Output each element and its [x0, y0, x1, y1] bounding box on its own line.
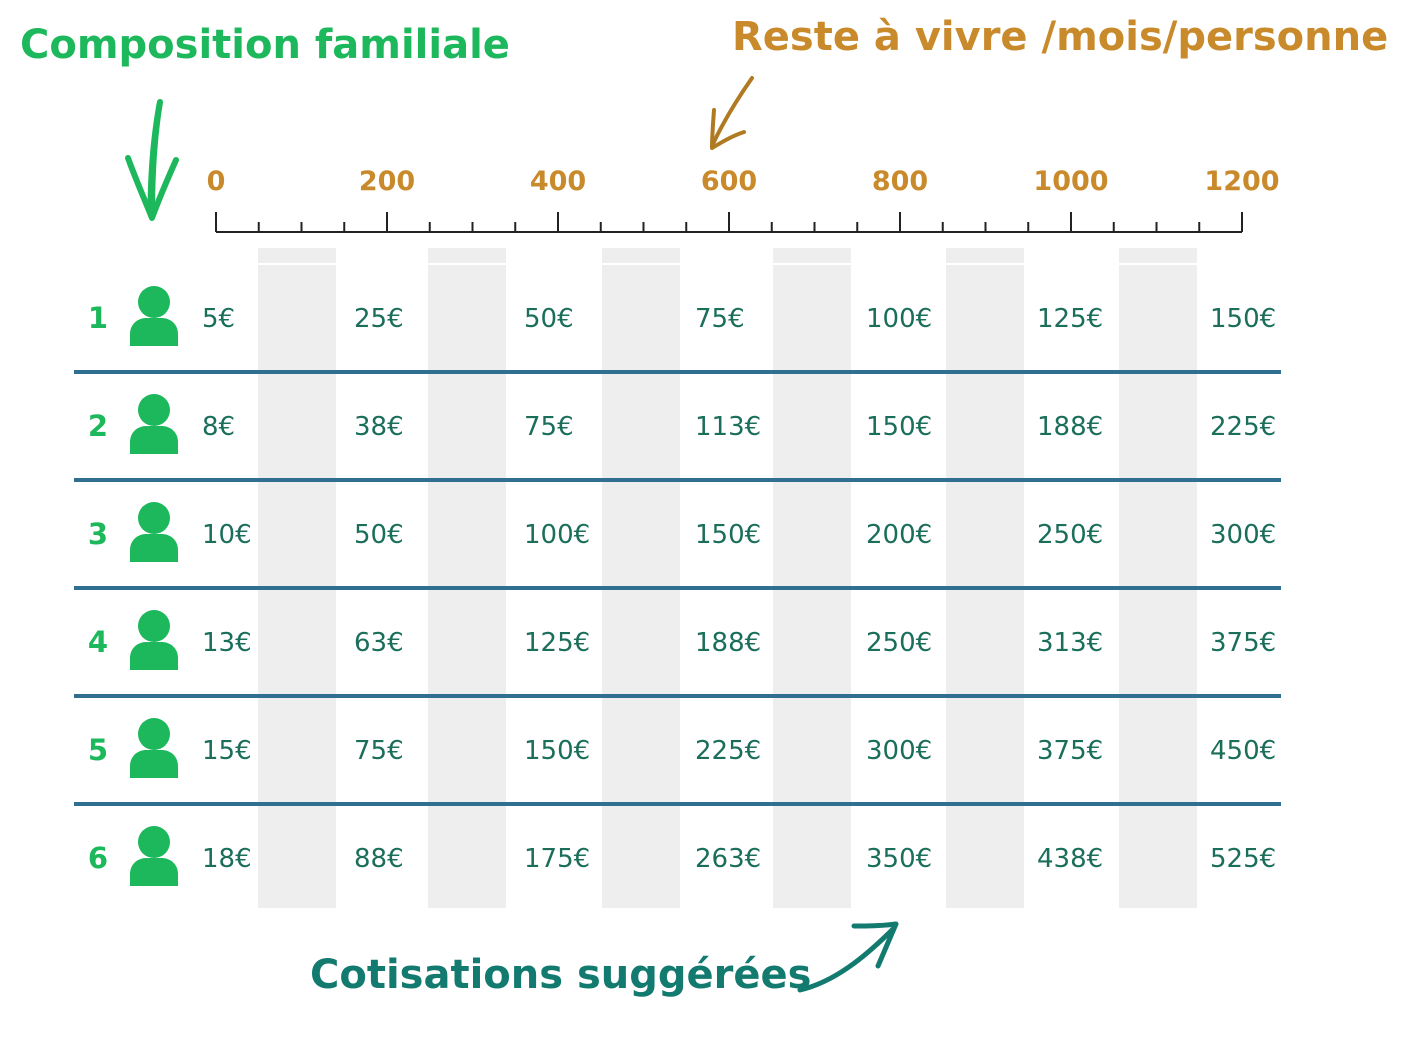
contribution-cell: 313€: [1037, 628, 1103, 658]
contribution-cell: 8€: [202, 412, 235, 442]
column-band: [946, 248, 1024, 908]
contribution-cell: 150€: [695, 520, 761, 550]
arrow-down-icon: [125, 99, 179, 221]
contribution-cell: 113€: [695, 412, 761, 442]
contribution-cell: 100€: [866, 304, 932, 334]
contribution-cell: 438€: [1037, 844, 1103, 874]
column-band: [773, 248, 851, 908]
contribution-cell: 50€: [524, 304, 574, 334]
table-row: 1 5€ 25€ 50€ 75€ 100€ 125€ 150€: [88, 286, 1276, 346]
person-icon: [130, 718, 178, 778]
contribution-cell: 300€: [1210, 520, 1276, 550]
contribution-cell: 75€: [524, 412, 574, 442]
contribution-cell: 25€: [354, 304, 404, 334]
person-icon: [130, 610, 178, 670]
row-household-size-label: 3: [88, 517, 108, 551]
contribution-cell: 375€: [1210, 628, 1276, 658]
contribution-cell: 450€: [1210, 736, 1276, 766]
column-band: [1119, 248, 1197, 908]
contributions-title: Cotisations suggérées: [310, 952, 812, 998]
contribution-cell: 88€: [354, 844, 404, 874]
contribution-cell: 250€: [866, 628, 932, 658]
table-row: 2 8€ 38€ 75€ 113€ 150€ 188€ 225€: [88, 394, 1276, 454]
column-band: [258, 248, 336, 908]
contribution-cell: 75€: [354, 736, 404, 766]
x-tick-label: 200: [359, 166, 415, 197]
table-row: 5 15€ 75€ 150€ 225€ 300€ 375€ 450€: [88, 718, 1276, 778]
column-band: [428, 248, 506, 908]
contribution-cell: 63€: [354, 628, 404, 658]
contribution-cell: 225€: [695, 736, 761, 766]
contribution-cell: 75€: [695, 304, 745, 334]
contribution-cell: 188€: [695, 628, 761, 658]
x-tick-label: 1200: [1204, 166, 1279, 197]
row-household-size-label: 2: [88, 409, 108, 443]
contribution-cell: 263€: [695, 844, 761, 874]
contribution-cell: 350€: [866, 844, 932, 874]
x-tick-label: 0: [207, 166, 226, 197]
family-composition-title: Composition familiale: [20, 22, 510, 68]
contribution-cell: 200€: [866, 520, 932, 550]
column-band: [602, 248, 680, 908]
contribution-cell: 188€: [1037, 412, 1103, 442]
contribution-cell: 5€: [202, 304, 235, 334]
person-icon: [130, 394, 178, 454]
contribution-cell: 100€: [524, 520, 590, 550]
contribution-cell: 125€: [524, 628, 590, 658]
contribution-cell: 225€: [1210, 412, 1276, 442]
person-icon: [130, 502, 178, 562]
contribution-cell: 375€: [1037, 736, 1103, 766]
contribution-cell: 525€: [1210, 844, 1276, 874]
row-household-size-label: 1: [88, 301, 108, 335]
income-axis-title: Reste à vivre /mois/personne: [732, 14, 1389, 60]
contribution-cell: 300€: [866, 736, 932, 766]
arrow-down-left-icon: [710, 76, 754, 150]
x-tick-label: 800: [872, 166, 928, 197]
contribution-cell: 150€: [1210, 304, 1276, 334]
x-tick-label: 1000: [1033, 166, 1108, 197]
contribution-cell: 125€: [1037, 304, 1103, 334]
contribution-cell: 15€: [202, 736, 252, 766]
row-household-size-label: 6: [88, 841, 108, 875]
contribution-cell: 50€: [354, 520, 404, 550]
person-icon: [130, 826, 178, 886]
row-household-size-label: 5: [88, 733, 108, 767]
contribution-cell: 38€: [354, 412, 404, 442]
x-tick-label: 600: [701, 166, 757, 197]
person-icon: [130, 286, 178, 346]
table-row: 3 10€ 50€ 100€ 150€ 200€ 250€ 300€: [88, 502, 1276, 562]
arrow-up-right-icon: [797, 921, 899, 993]
contribution-cell: 10€: [202, 520, 252, 550]
row-household-size-label: 4: [88, 625, 108, 659]
x-tick-label: 400: [530, 166, 586, 197]
contribution-cell: 150€: [866, 412, 932, 442]
contribution-cell: 13€: [202, 628, 252, 658]
contribution-cell: 150€: [524, 736, 590, 766]
contribution-cell: 250€: [1037, 520, 1103, 550]
table-row: 6 18€ 88€ 175€ 263€ 350€ 438€ 525€: [88, 826, 1276, 886]
table-row: 4 13€ 63€ 125€ 188€ 250€ 313€ 375€: [88, 610, 1276, 670]
contribution-cell: 18€: [202, 844, 252, 874]
contribution-cell: 175€: [524, 844, 590, 874]
